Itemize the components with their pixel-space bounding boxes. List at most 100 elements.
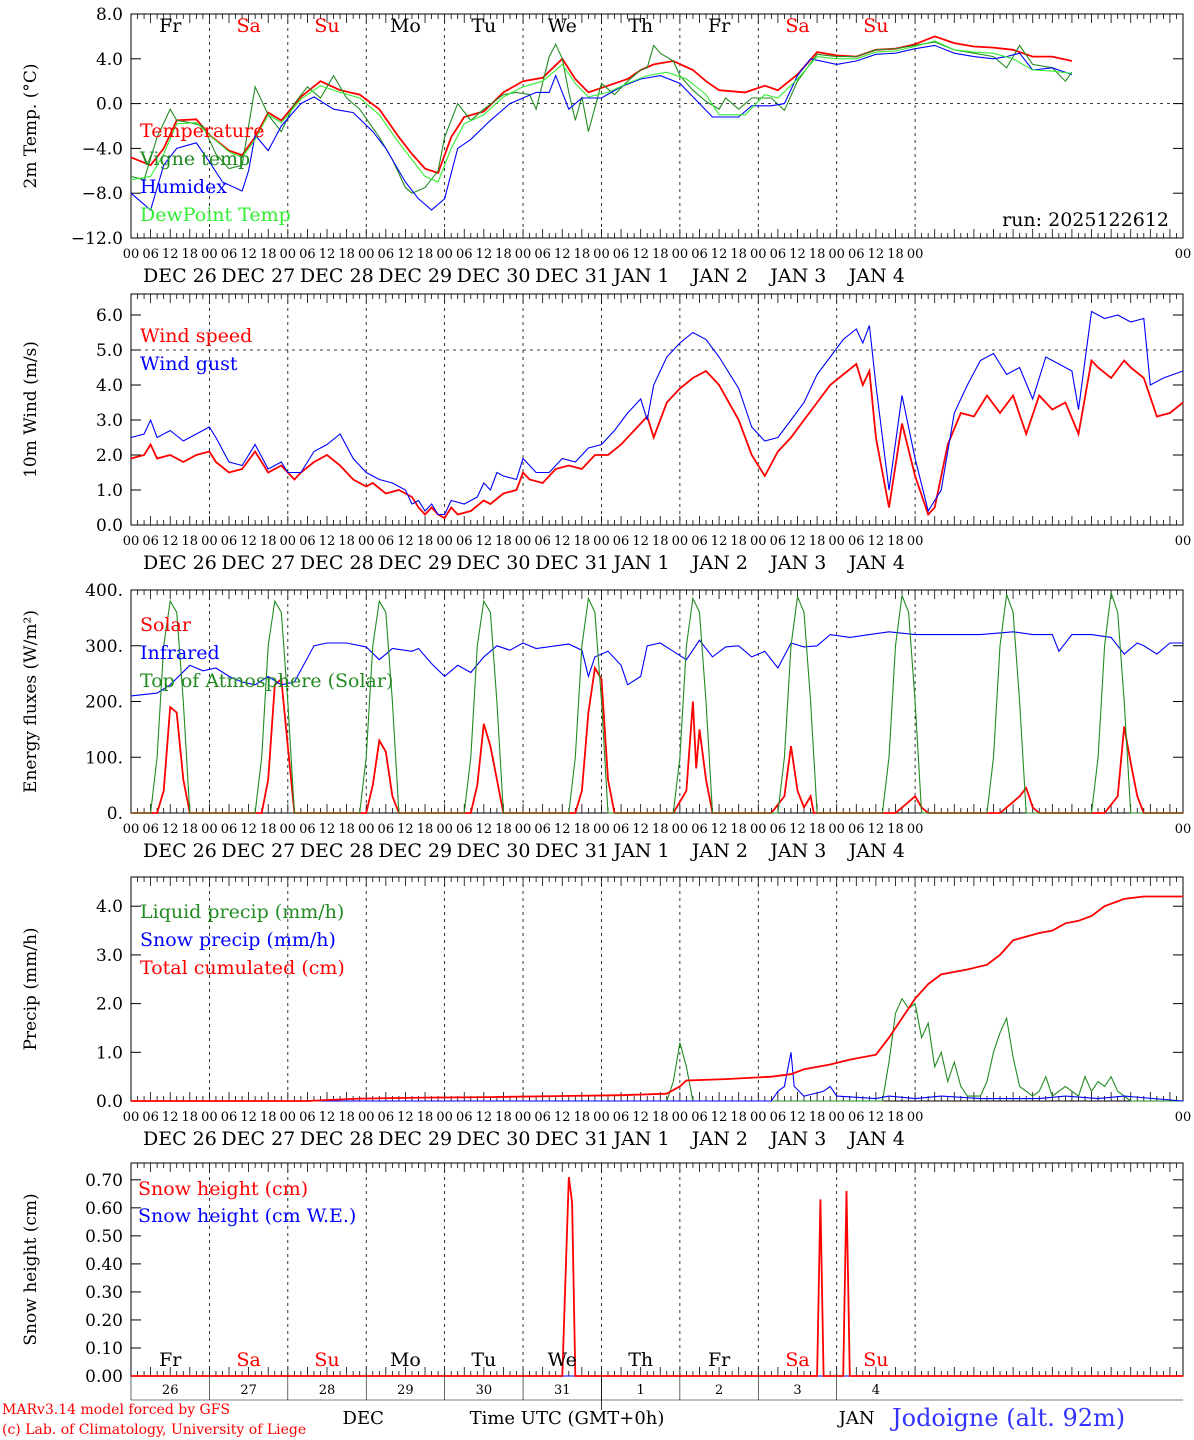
weekday-label: Su [314, 15, 339, 37]
y-tick-label: 0. [107, 804, 123, 824]
y-tick-label: 4.0 [96, 376, 123, 396]
hour-tick-label: 06 [221, 247, 238, 262]
date-label: DEC 29 [378, 1128, 452, 1150]
y-tick-label: 5.0 [96, 341, 123, 361]
hour-tick-label: 18 [182, 1110, 199, 1125]
hour-tick-label: 12 [632, 534, 649, 549]
model-line: MARv3.14 model forced by GFS [2, 1402, 231, 1418]
date-label: JAN 1 [611, 265, 669, 287]
hour-tick-label: 00 [1175, 822, 1192, 837]
weekday-label: We [548, 1349, 577, 1371]
y-tick-label: 300. [85, 637, 123, 657]
hour-tick-label: 12 [240, 534, 257, 549]
y-tick-label: 0.60 [85, 1199, 123, 1219]
hour-tick-label: 12 [711, 1110, 728, 1125]
y-tick-label: 400. [85, 581, 123, 601]
hour-tick-label: 18 [730, 534, 747, 549]
series-wind-speed [130, 358, 1184, 520]
hour-tick-label: 12 [789, 1110, 806, 1125]
y-tick-label: 3.0 [96, 946, 123, 966]
hour-tick-label: 06 [534, 247, 551, 262]
y-tick-label: 2.0 [96, 995, 123, 1015]
legend-entry: Snow precip (mm/h) [140, 929, 336, 951]
hour-tick-label: 12 [632, 247, 649, 262]
hour-tick-label: 00 [515, 534, 532, 549]
date-label: DEC 27 [221, 552, 295, 574]
hour-tick-label: 18 [652, 534, 669, 549]
hour-tick-label: 00 [201, 247, 218, 262]
date-label: JAN 4 [847, 265, 905, 287]
date-label: JAN 3 [768, 840, 826, 862]
hour-tick-label: 06 [770, 247, 787, 262]
hour-tick-label: 18 [887, 1110, 904, 1125]
hour-tick-label: 06 [299, 247, 316, 262]
hour-tick-label: 06 [221, 534, 238, 549]
hour-tick-label: 06 [142, 247, 159, 262]
date-label: JAN 2 [690, 552, 748, 574]
hour-tick-label: 18 [495, 247, 512, 262]
hour-tick-label: 18 [730, 822, 747, 837]
month-label-left: DEC [343, 1408, 384, 1429]
legend-entry: Snow height (cm W.E.) [138, 1205, 356, 1227]
hour-tick-label: 00 [593, 1110, 610, 1125]
day-number-label: 2 [715, 1383, 723, 1398]
y-tick-label: 3.0 [96, 411, 123, 431]
hour-tick-label: 00 [515, 822, 532, 837]
hour-tick-label: 00 [593, 534, 610, 549]
hour-tick-label: 12 [868, 822, 885, 837]
hour-tick-label: 00 [358, 534, 375, 549]
hour-tick-label: 00 [280, 247, 297, 262]
hour-tick-label: 18 [809, 534, 826, 549]
hour-tick-label: 06 [770, 822, 787, 837]
date-label: JAN 2 [690, 1128, 748, 1150]
hour-tick-label: 12 [789, 247, 806, 262]
weekday-label: Su [863, 1349, 888, 1371]
panel-wind: 6.0 5.0 4.0 3.0 2.0 1.0 0.0 10m Wind (m/s) Wind … [21, 293, 1191, 574]
panel-temp: 8.0 4.0 0.0 −4.0 −8.0 −12.0 2m Temp. (°C) Tempe… [21, 5, 1191, 287]
hour-tick-label: 12 [319, 534, 336, 549]
hour-tick-label: 18 [652, 247, 669, 262]
hour-tick-label: 00 [123, 247, 140, 262]
hour-tick-label: 18 [652, 1110, 669, 1125]
hour-tick-label: 00 [907, 822, 924, 837]
date-label: DEC 26 [143, 840, 217, 862]
hour-tick-label: 12 [711, 247, 728, 262]
hour-tick-label: 00 [436, 1110, 453, 1125]
day-number-label: 31 [554, 1383, 571, 1398]
y-tick-label: 2.0 [96, 446, 123, 466]
hour-tick-label: 12 [868, 247, 885, 262]
day-number-label: 26 [162, 1383, 179, 1398]
legend-entry: Temperature [140, 120, 264, 142]
weekday-label: Tu [471, 1349, 496, 1371]
hour-tick-label: 06 [534, 534, 551, 549]
hour-tick-label: 18 [730, 247, 747, 262]
y-tick-label: 0.0 [96, 1092, 123, 1112]
hour-tick-label: 00 [828, 1110, 845, 1125]
series-liquid-precip-mm-h- [131, 997, 1183, 1102]
hour-tick-label: 18 [417, 247, 434, 262]
legend-entry: Solar [140, 614, 192, 636]
legend-entry: Infrared [140, 642, 220, 664]
hour-tick-label: 12 [789, 822, 806, 837]
series-snow-precip-mm-h- [131, 1052, 1184, 1102]
hour-tick-label: 06 [142, 822, 159, 837]
hour-tick-label: 06 [456, 534, 473, 549]
hour-tick-label: 18 [182, 247, 199, 262]
hour-tick-label: 18 [338, 822, 355, 837]
date-label: DEC 31 [535, 265, 609, 287]
plot-frame [130, 293, 1184, 526]
legend-entry: Wind gust [140, 353, 238, 375]
hour-tick-label: 00 [672, 534, 689, 549]
date-label: DEC 31 [535, 1128, 609, 1150]
hour-tick-label: 12 [554, 534, 571, 549]
date-label: JAN 1 [611, 1128, 669, 1150]
date-label: JAN 4 [847, 552, 905, 574]
hour-tick-label: 06 [770, 534, 787, 549]
hour-tick-label: 12 [397, 247, 414, 262]
legend-entry: Humidex [140, 176, 227, 198]
hour-tick-label: 00 [828, 534, 845, 549]
hour-tick-label: 00 [1175, 1110, 1192, 1125]
panel-snow: 0.70 0.60 0.50 0.40 0.30 0.20 0.10 0.00 Snow hei… [21, 1162, 1184, 1429]
y-tick-label: 0.10 [85, 1339, 123, 1359]
date-label: DEC 30 [457, 1128, 531, 1150]
